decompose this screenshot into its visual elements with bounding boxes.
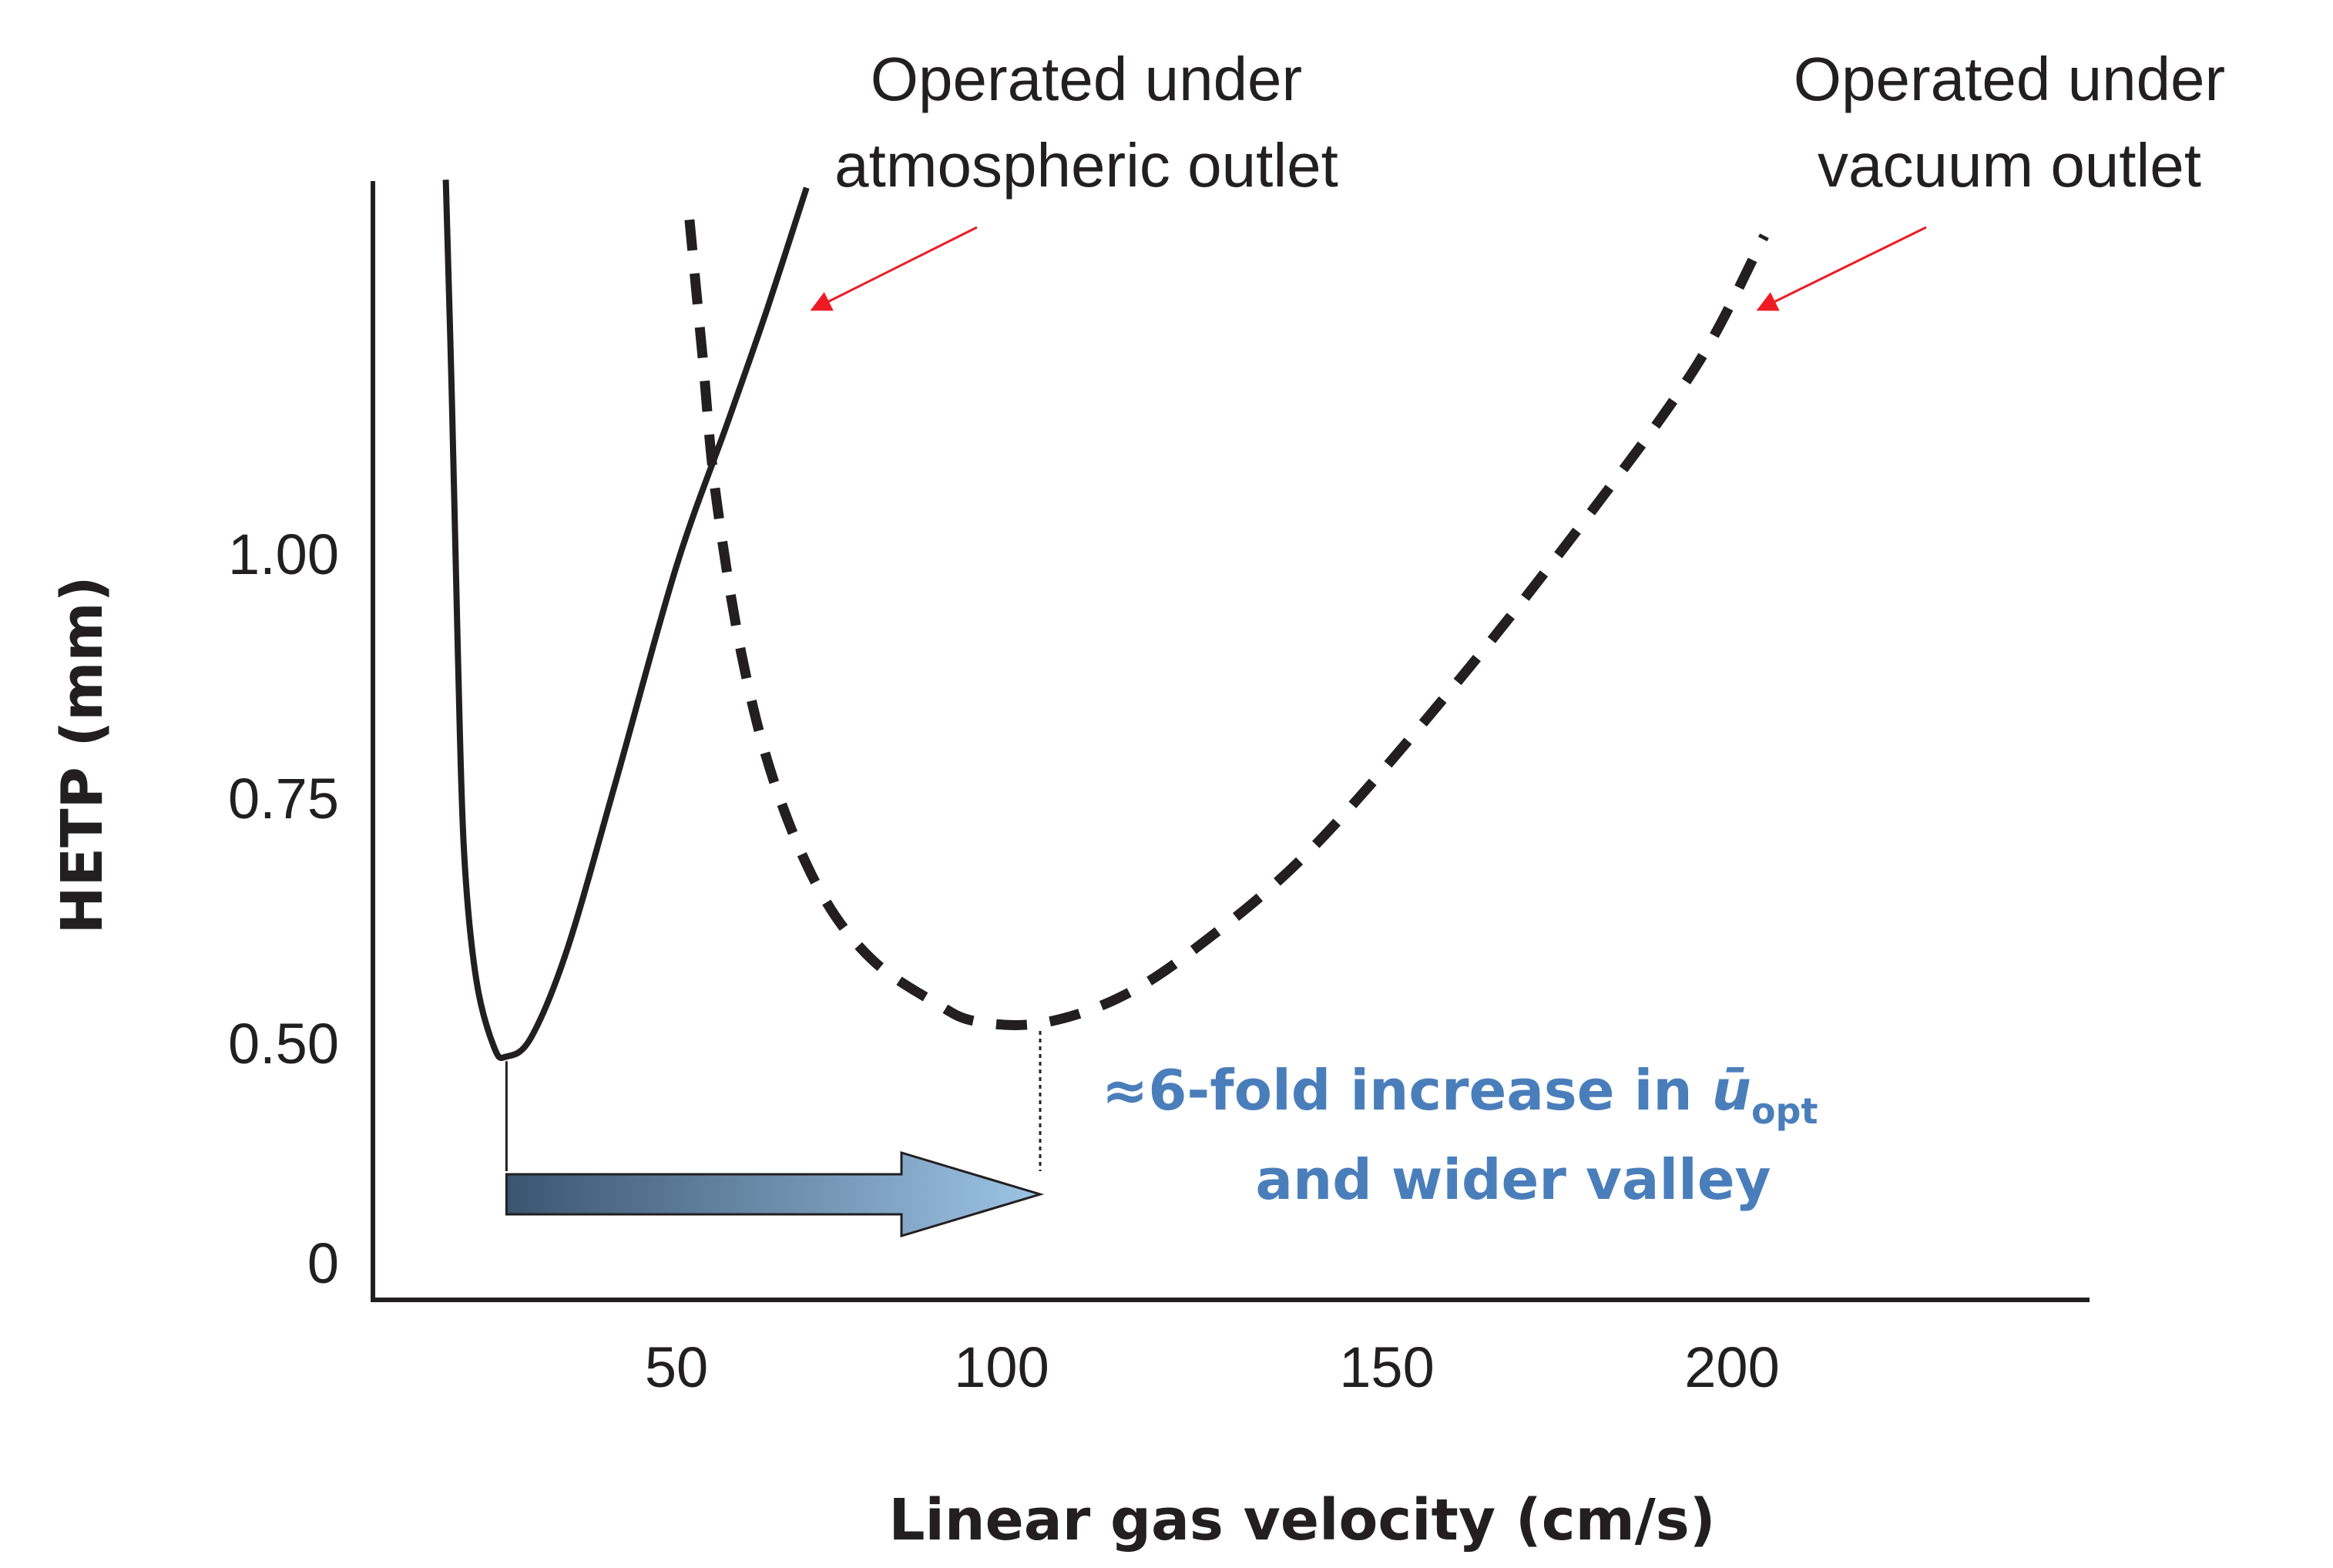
increase-note-text: ≈6-fold increase in [1102, 1058, 1712, 1123]
increase-note-line1: ≈6-fold increase in ūopt [1102, 1058, 1818, 1132]
x-tick-label: 200 [1684, 1335, 1779, 1399]
pointer-arrow [810, 226, 978, 311]
x-tick-label: 150 [1339, 1335, 1434, 1399]
x-tick-label: 100 [954, 1335, 1049, 1399]
callout-atmospheric-line2: atmospheric outlet [834, 131, 1338, 200]
pointer-arrow [1756, 226, 1927, 311]
series-line-vacuum [684, 219, 1769, 1030]
increase-note-line2: and wider valley [1255, 1147, 1771, 1212]
shift-arrow [505, 1150, 1045, 1238]
y-tick-label: 0.50 [228, 1012, 339, 1076]
series-line-atmospheric [442, 180, 810, 1061]
velocity-symbol: ū [1712, 1058, 1751, 1123]
y-tick-label: 1.00 [228, 522, 339, 586]
y-tick-label: 0 [307, 1231, 339, 1295]
callout-vacuum-line1: Operated under [1794, 45, 2225, 113]
x-axis-title: Linear gas velocity (cm/s) [888, 1487, 1715, 1553]
callout-atmospheric-line1: Operated under [871, 45, 1302, 113]
x-tick-label: 50 [645, 1335, 708, 1399]
velocity-subscript: opt [1751, 1090, 1818, 1132]
y-axis-title: HETP (mm) [49, 576, 116, 935]
callout-vacuum-line2: vacuum outlet [1818, 131, 2201, 200]
y-tick-label: 0.75 [228, 767, 339, 831]
